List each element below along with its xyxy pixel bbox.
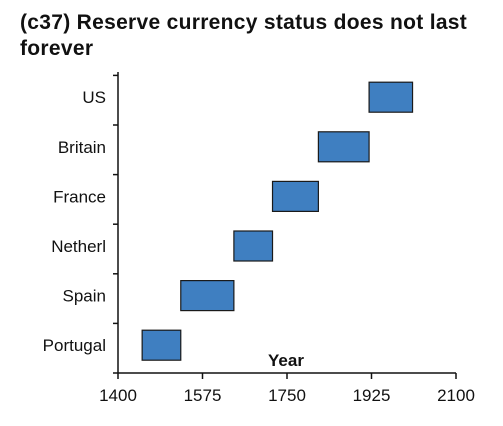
x-tick-label: 1400 [99, 386, 137, 405]
x-tick-label: 1925 [353, 386, 391, 405]
chart-title: (c37) Reserve currency status does not l… [20, 11, 468, 60]
range-bar-portugal [141, 329, 182, 361]
category-label: France [53, 187, 106, 206]
category-labels: Portugal Spain Netherl France Britain US [43, 88, 106, 355]
x-tick-label: 1575 [184, 386, 222, 405]
x-axis-title: Year [268, 351, 304, 370]
category-label: US [82, 88, 106, 107]
x-axis: 1400 1575 1750 1925 2100 [99, 372, 475, 405]
category-label: Spain [63, 287, 106, 306]
range-bar-france [271, 180, 319, 212]
range-bar-spain [180, 280, 235, 312]
range-bar-us [368, 81, 414, 113]
x-tick-label: 2100 [437, 386, 475, 405]
range-bar-netherl [233, 230, 274, 262]
category-label: Portugal [43, 336, 106, 355]
x-tick-label: 1750 [268, 386, 306, 405]
y-axis [113, 72, 119, 374]
range-bars [141, 81, 414, 361]
category-label: Britain [58, 138, 106, 157]
range-bar-britain [317, 131, 370, 163]
category-label: Netherl [51, 237, 106, 256]
